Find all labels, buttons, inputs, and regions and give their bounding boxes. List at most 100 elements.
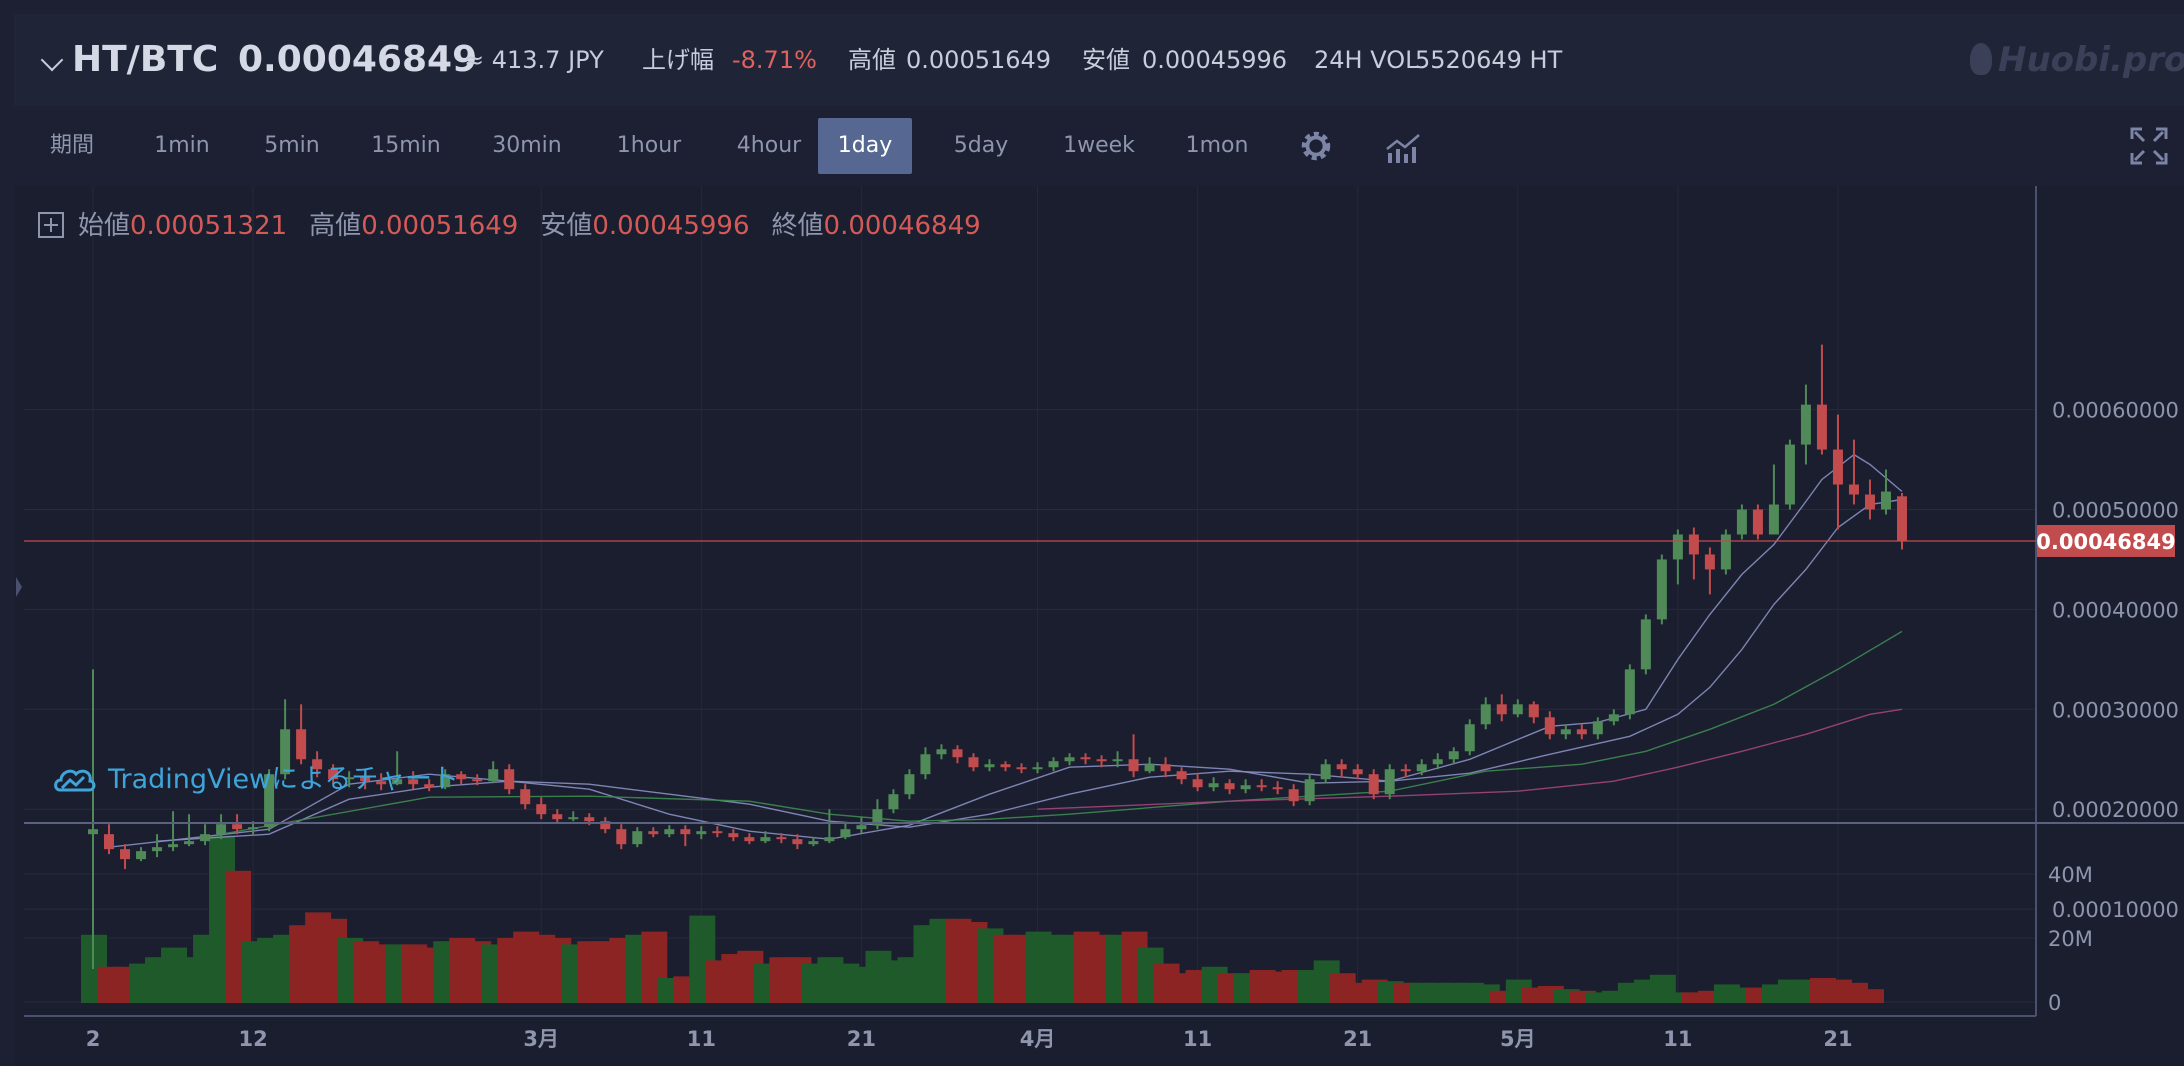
interval-1hour[interactable]: 1hour (616, 133, 682, 158)
candle-body (504, 769, 515, 790)
candle-body (472, 779, 483, 782)
candle-body (168, 844, 179, 848)
candle-body (344, 777, 355, 780)
candle-body (680, 829, 691, 835)
last-price-tag (2037, 524, 2175, 557)
interval-5min[interactable]: 5min (264, 133, 320, 158)
candle-body (1176, 771, 1187, 780)
candle-body (1064, 757, 1075, 762)
candle-body (1224, 783, 1235, 790)
candle-body (1400, 769, 1411, 772)
price-tick-label: 0.00060000 (2052, 399, 2179, 423)
candle-body (1016, 767, 1027, 770)
candle-body (632, 831, 643, 845)
candle-body (1640, 619, 1651, 670)
low-value-ohlc: 0.00045996 (592, 211, 750, 241)
high-value-ohlc: 0.00051649 (361, 211, 519, 241)
high-label-ohlc: 高値 (309, 211, 362, 241)
candle-body (1384, 769, 1395, 795)
volume-bar (1681, 992, 1708, 1003)
flame-icon (1970, 43, 1992, 75)
candle-body (184, 841, 195, 845)
candle-body (216, 824, 227, 835)
candle-body (408, 779, 419, 785)
candle-body (296, 729, 307, 760)
candle-body (792, 839, 803, 845)
candle-body (536, 804, 547, 815)
current-price: 0.00046849 (238, 39, 478, 80)
ticker-header: HT/BTC 0.00046849 ≈ 413.7 JPY 上げ幅 -8.71%… (14, 14, 2184, 106)
candle-body (728, 833, 739, 838)
open-value: 0.00051321 (130, 211, 288, 241)
low-label-ohlc: 安値 (540, 211, 593, 241)
tradingview-watermark[interactable]: TradingViewによるチャート (52, 760, 459, 800)
interval-1min[interactable]: 1min (154, 133, 210, 158)
settings-gear-icon[interactable] (1276, 118, 1356, 174)
candle-body (312, 759, 323, 770)
interval-1week[interactable]: 1week (1063, 133, 1135, 158)
close-value: 0.00046849 (823, 211, 981, 241)
time-tick-label: 4月 (1020, 1027, 1056, 1051)
time-tick-label: 21 (847, 1027, 876, 1051)
candle-body (1608, 714, 1619, 722)
time-tick-label: 5月 (1500, 1027, 1536, 1051)
price-tick-label: 0.00010000 (2052, 898, 2179, 922)
candle-body (888, 794, 899, 810)
candle-body (712, 831, 723, 834)
interval-5day[interactable]: 5day (953, 133, 1009, 158)
time-tick-label: 11 (1183, 1027, 1212, 1051)
candle-body (1336, 764, 1347, 770)
candle-body (1208, 783, 1219, 788)
candle-body (584, 817, 595, 822)
candle-body (392, 779, 403, 785)
candle-body (1544, 717, 1555, 735)
candle-body (1432, 759, 1443, 765)
chart-area[interactable] (14, 186, 2184, 1066)
candle-body (1416, 764, 1427, 772)
jpy-price: ≈ 413.7 JPY (464, 46, 604, 74)
candle-body (648, 831, 659, 835)
interval-4hour[interactable]: 4hour (736, 133, 802, 158)
ohlc-legend: 始値0.00051321 高値0.00051649 安値0.00045996 終値0.… (38, 206, 1003, 246)
interval-1mon[interactable]: 1mon (1185, 133, 1249, 158)
time-tick-label: 2 (86, 1027, 101, 1051)
candle-body (1896, 496, 1907, 541)
candle-body (1304, 779, 1315, 802)
candle-body (1656, 559, 1667, 620)
candle-body (248, 827, 259, 830)
huobi-logo[interactable]: Huobi.pro (1970, 14, 2184, 106)
grid (24, 186, 2036, 1003)
interval-toolbar: 期間 1min 5min 15min 30min 1hour 4hour 1da… (14, 108, 2184, 178)
candle-body (1112, 759, 1123, 762)
candle-body (1864, 494, 1875, 510)
time-tick-label: 3月 (523, 1027, 559, 1051)
interval-1day[interactable]: 1day (818, 118, 912, 174)
interval-15min[interactable]: 15min (371, 133, 441, 158)
fullscreen-icon[interactable] (2124, 118, 2174, 174)
candle-body (360, 777, 371, 782)
candle-body (1576, 729, 1587, 735)
watermark-text: TradingViewによるチャート (108, 764, 460, 795)
expand-icon[interactable] (38, 212, 64, 238)
indicators-icon[interactable] (1364, 118, 1444, 174)
time-tick-label: 21 (1823, 1027, 1852, 1051)
last-price-label: 0.00046849 (2036, 530, 2175, 554)
close-label: 終値 (771, 211, 824, 241)
cloud-icon (52, 764, 96, 794)
candle-body (984, 764, 995, 768)
candle-body (1448, 751, 1459, 760)
candle-body (600, 821, 611, 830)
candle-body (200, 834, 211, 842)
candle-body (264, 774, 275, 828)
volume-tick-label: 20M (2048, 927, 2093, 951)
candle-body (1512, 704, 1523, 715)
candle-body (1592, 721, 1603, 735)
interval-30min[interactable]: 30min (492, 133, 562, 158)
candle-body (328, 769, 339, 780)
candle-body (1160, 764, 1171, 772)
candle-body (520, 789, 531, 805)
candle-body (920, 754, 931, 775)
candle-body (376, 781, 387, 785)
